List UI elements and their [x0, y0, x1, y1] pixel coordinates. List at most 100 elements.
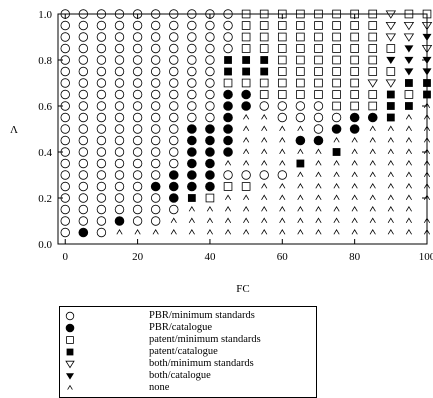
data-point-open-circle: [169, 158, 179, 169]
data-point-caret: [315, 194, 322, 201]
filled-circle-icon: [65, 323, 75, 333]
legend-item: none: [60, 382, 316, 394]
data-point-caret: [387, 148, 394, 155]
data-point-caret: [279, 206, 286, 212]
data-point-open-circle: [78, 158, 89, 169]
data-point-open-square: [241, 32, 251, 42]
filled-triangle-down-icon: [66, 373, 74, 380]
data-point-open-circle: [241, 170, 251, 180]
data-point-open-circle: [96, 20, 107, 31]
x-tick-label: 0: [62, 251, 68, 263]
data-point-open-square: [223, 78, 233, 88]
data-point-caret: [243, 206, 250, 212]
data-point-open-square: [314, 67, 323, 76]
data-point-caret: [351, 160, 358, 166]
data-point-caret: [243, 229, 250, 235]
data-point-filled-triangle-down: [404, 56, 414, 65]
data-point-open-circle: [150, 112, 161, 123]
data-point-open-circle: [78, 112, 89, 123]
data-point-caret: [333, 229, 340, 235]
data-point-open-square: [277, 90, 287, 99]
data-point-caret: [297, 229, 304, 235]
data-point-open-circle: [187, 55, 197, 65]
data-point-open-square: [296, 55, 305, 65]
data-point-caret: [405, 125, 412, 132]
data-point-open-square: [332, 55, 341, 65]
data-point-open-circle: [150, 204, 161, 215]
data-point-open-circle: [96, 55, 107, 65]
data-point-open-circle: [205, 32, 215, 42]
data-point-open-circle: [96, 193, 107, 203]
data-point-caret: [261, 229, 268, 235]
data-point-open-circle: [78, 78, 89, 88]
data-point-open-circle: [96, 78, 107, 88]
data-point-open-square: [368, 67, 378, 76]
data-point-filled-circle: [223, 147, 233, 157]
data-point-caret: [279, 194, 286, 201]
data-point-open-circle: [132, 89, 143, 100]
data-point-caret: [387, 183, 394, 189]
data-point-open-circle: [132, 170, 143, 180]
data-point-caret: [261, 137, 268, 143]
data-point-caret: [351, 194, 358, 201]
data-point-caret: [224, 206, 232, 212]
data-point-caret: [387, 160, 394, 166]
data-point-open-square: [296, 78, 305, 88]
data-point-open-circle: [205, 55, 215, 65]
data-point-open-triangle-down: [403, 33, 415, 42]
data-point-caret: [224, 217, 232, 224]
data-point-caret: [152, 229, 159, 235]
data-point-caret: [351, 171, 358, 178]
data-point-caret: [224, 229, 232, 235]
legend-item: patent/minimum standards: [60, 334, 316, 346]
data-point-caret: [405, 160, 412, 166]
ticks: 0 20 40 60 80 100 0.0 0.2 0.4 0.6 0.8 1.0: [38, 9, 433, 263]
data-point-open-circle: [96, 204, 107, 215]
data-point-open-circle: [169, 78, 179, 88]
data-point-open-square: [350, 67, 359, 76]
data-point-open-square: [368, 32, 378, 42]
data-point-open-square: [259, 90, 269, 99]
data-point-open-circle: [78, 66, 89, 77]
data-point-open-circle: [114, 89, 125, 100]
data-point-caret: [405, 194, 412, 201]
data-point-caret: [405, 183, 412, 189]
x-axis-label: FC: [236, 283, 249, 295]
data-point-open-circle: [187, 78, 197, 88]
data-point-open-circle: [114, 32, 125, 42]
data-point-caret: [243, 114, 250, 120]
data-point-caret: [297, 206, 304, 212]
data-point-open-circle: [169, 32, 179, 42]
data-point-open-circle: [96, 43, 107, 54]
data-point-open-circle: [331, 112, 342, 123]
data-point-caret: [261, 160, 268, 166]
data-point-filled-circle: [205, 181, 215, 192]
data-point-open-circle: [78, 135, 89, 146]
data-point-open-square: [332, 67, 341, 76]
data-point-open-circle: [205, 66, 215, 77]
data-point-caret: [369, 171, 376, 178]
data-point-open-circle: [132, 78, 143, 88]
data-point-filled-square: [242, 56, 251, 64]
data-point-open-square: [314, 90, 323, 99]
data-point-caret: [188, 206, 195, 212]
legend-label: patent/catalogue: [149, 346, 218, 357]
data-point-open-circle: [205, 89, 215, 100]
data-point-caret: [261, 217, 268, 224]
data-point-open-circle: [114, 181, 125, 192]
data-point-open-square: [205, 193, 215, 203]
data-point-open-circle: [60, 227, 70, 238]
data-point-open-circle: [60, 158, 70, 169]
data-point-caret: [369, 183, 376, 189]
data-point-caret: [387, 217, 394, 224]
data-point-open-square: [350, 101, 359, 111]
data-point-open-circle: [187, 66, 197, 77]
open-circle-icon: [65, 311, 75, 321]
data-point-open-circle: [96, 112, 107, 123]
data-point-open-circle: [132, 124, 143, 134]
data-point-open-circle: [313, 112, 324, 123]
data-point-open-circle: [223, 170, 233, 180]
data-point-open-circle: [78, 55, 89, 65]
legend-label: both/catalogue: [149, 370, 211, 381]
legend-label: PBR/catalogue: [149, 322, 212, 333]
